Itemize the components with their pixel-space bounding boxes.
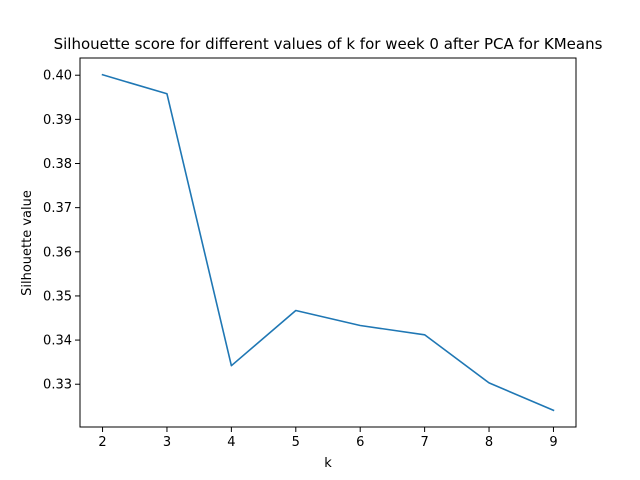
plot-area: [79, 57, 577, 428]
x-tick-label: 9: [549, 435, 557, 450]
y-tick-label: 0.36: [43, 245, 72, 260]
x-axis-label: k: [324, 456, 332, 471]
x-tick-label: 6: [356, 435, 364, 450]
plot-frame: [79, 57, 577, 428]
y-tick-label: 0.40: [43, 69, 72, 84]
y-tick-label: 0.38: [43, 157, 72, 172]
chart-title: Silhouette score for different values of…: [54, 35, 603, 53]
x-tick-label: 4: [227, 435, 235, 450]
x-axis-ticks: 2 3 4 5 6 7 8 9: [98, 427, 558, 450]
x-tick-label: 3: [163, 435, 171, 450]
y-tick-label: 0.37: [43, 201, 72, 216]
y-tick-label: 0.34: [43, 334, 72, 349]
x-tick-label: 2: [98, 435, 106, 450]
y-axis-label: Silhouette value: [20, 190, 35, 296]
y-tick-label: 0.33: [43, 378, 72, 393]
series-layer: [101, 73, 555, 412]
y-tick-label: 0.39: [43, 113, 72, 128]
x-tick-label: 8: [485, 435, 493, 450]
y-axis-ticks: 0.33 0.34 0.35 0.36 0.37 0.38 0.39 0.40: [43, 69, 80, 393]
series-line: [101, 73, 555, 412]
x-tick-label: 7: [420, 435, 428, 450]
y-tick-label: 0.35: [43, 289, 72, 304]
x-tick-label: 5: [292, 435, 300, 450]
